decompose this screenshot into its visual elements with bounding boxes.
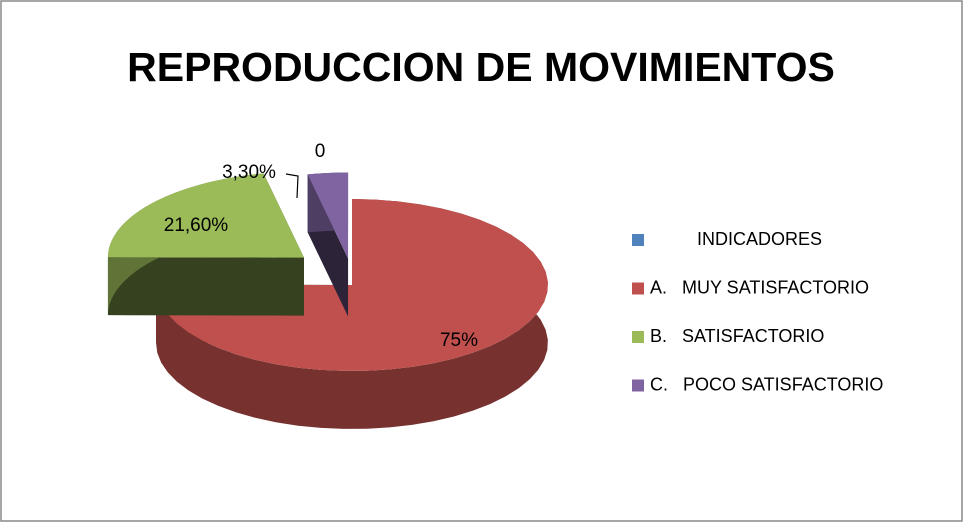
legend-label: B. SATISFACTORIO [650, 326, 824, 346]
legend-label: A. MUY SATISFACTORIO [650, 277, 869, 297]
legend-swatch [632, 379, 644, 392]
slice-top [107, 173, 304, 258]
data-label: 75% [440, 330, 478, 351]
legend-label: INDICADORES [697, 229, 822, 249]
slice-top [307, 172, 349, 259]
pie-slice [107, 173, 304, 316]
pie-slice [307, 172, 349, 317]
data-label: 0 [315, 141, 326, 162]
legend-label: C. POCO SATISFACTORIO [650, 374, 883, 394]
chart-title: REPRODUCCION DE MOVIMIENTOS [127, 44, 835, 90]
slice-wall [107, 257, 304, 316]
data-label: 21,60% [164, 215, 229, 236]
legend-swatch [632, 234, 644, 246]
legend-swatch [632, 282, 644, 295]
slice-top [156, 199, 548, 371]
data-label: 3,30% [222, 162, 276, 183]
leader-line [285, 173, 299, 199]
legend-swatch [632, 331, 644, 343]
